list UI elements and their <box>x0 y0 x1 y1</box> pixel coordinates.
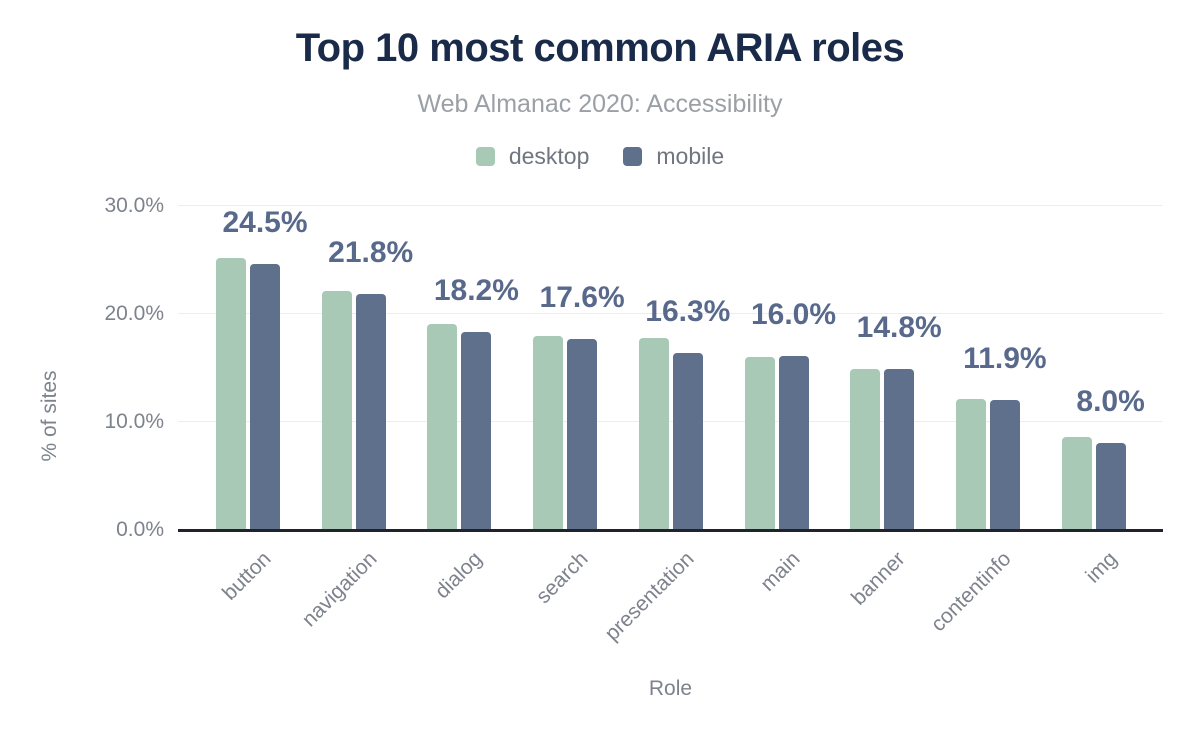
data-label-search: 17.6% <box>539 280 625 314</box>
legend-item-mobile[interactable]: mobile <box>623 143 724 170</box>
bar-desktop-dialog[interactable] <box>427 323 458 529</box>
bar-group-navigation <box>321 205 386 529</box>
x-tick-label-button: button <box>218 547 276 605</box>
y-tick-label-30: 30.0% <box>104 194 164 217</box>
bar-desktop-presentation[interactable] <box>638 337 669 529</box>
x-axis-title: Role <box>648 677 693 700</box>
desktop-swatch-icon <box>475 147 495 166</box>
mobile-swatch-icon <box>623 147 643 166</box>
bar-desktop-main[interactable] <box>744 357 775 529</box>
bar-mobile-presentation[interactable] <box>672 352 703 529</box>
bar-group-main <box>744 205 809 529</box>
chart-subtitle: Web Almanac 2020: Accessibility <box>417 90 783 118</box>
data-label-contentinfo: 11.9% <box>963 342 1047 376</box>
bar-desktop-banner[interactable] <box>850 369 881 529</box>
bar-desktop-search[interactable] <box>533 335 564 529</box>
bar-mobile-dialog[interactable] <box>461 332 492 529</box>
data-label-main: 16.0% <box>750 298 837 332</box>
y-tick-label-0: 0.0% <box>116 518 164 541</box>
bar-mobile-search[interactable] <box>567 338 598 529</box>
bar-group-contentinfo <box>955 205 1020 529</box>
data-label-banner: 14.8% <box>856 311 942 345</box>
bar-mobile-navigation[interactable] <box>355 293 386 529</box>
bar-desktop-button[interactable] <box>216 257 246 529</box>
legend: desktop mobile <box>0 143 1200 170</box>
bar-group-button <box>216 205 280 529</box>
bar-mobile-contentinfo[interactable] <box>989 400 1020 529</box>
x-axis-line <box>178 529 1163 532</box>
bar-group-presentation <box>638 205 703 529</box>
gridline-20 <box>178 313 1163 314</box>
chart-title: Top 10 most common ARIA roles <box>295 26 905 70</box>
data-label-img: 8.0% <box>1076 384 1145 418</box>
legend-item-desktop[interactable]: desktop <box>475 143 590 170</box>
mobile-legend-label: mobile <box>656 143 725 169</box>
data-label-navigation: 21.8% <box>328 235 414 269</box>
bar-mobile-img[interactable] <box>1095 442 1126 529</box>
y-tick-label-10: 10.0% <box>104 410 164 433</box>
bar-desktop-navigation[interactable] <box>321 291 352 529</box>
bar-group-img <box>1061 205 1126 529</box>
bar-mobile-button[interactable] <box>250 264 280 529</box>
bar-mobile-main[interactable] <box>778 356 809 529</box>
data-label-presentation: 16.3% <box>645 294 731 328</box>
desktop-legend-label: desktop <box>508 143 590 169</box>
bar-group-banner <box>850 205 915 529</box>
bar-group-dialog <box>427 205 492 529</box>
bar-group-search <box>533 205 598 529</box>
bar-desktop-contentinfo[interactable] <box>955 399 986 529</box>
y-tick-label-20: 20.0% <box>104 302 164 325</box>
bar-mobile-banner[interactable] <box>884 369 915 529</box>
gridline-10 <box>178 421 1163 422</box>
data-label-button: 24.5% <box>222 206 308 240</box>
gridline-30 <box>178 205 1163 206</box>
plot-area: 24.5% 21.8% 18.2% 17.6% 16.3% 16.0% 14.8% 11.9%… <box>178 205 1163 532</box>
data-label-dialog: 18.2% <box>433 274 519 308</box>
bar-desktop-img[interactable] <box>1061 437 1092 529</box>
